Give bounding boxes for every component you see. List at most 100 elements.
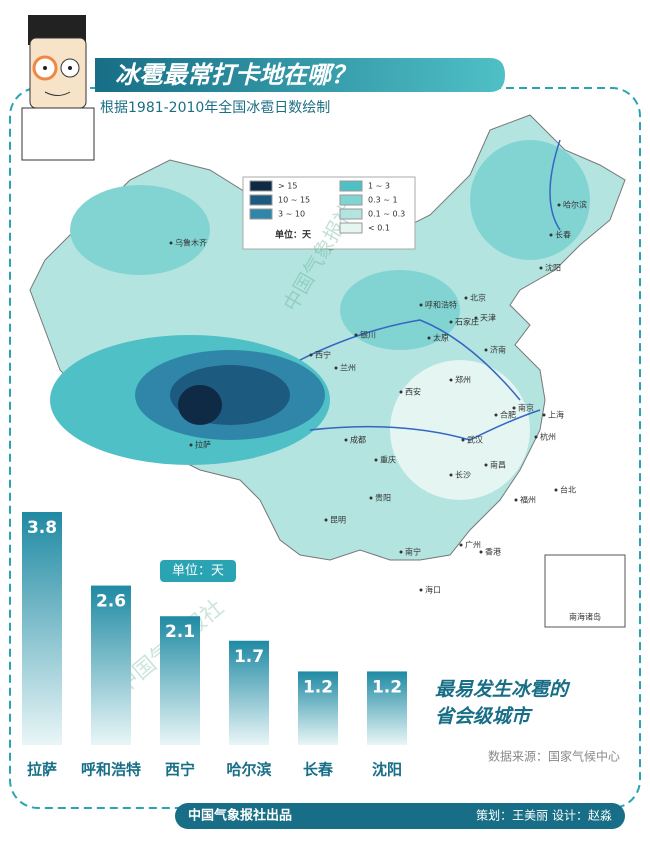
value-label: 3.8 (27, 518, 57, 538)
city-dot (334, 366, 338, 370)
source: 数据来源：国家气候中心 (488, 749, 620, 764)
value-label: 1.7 (234, 647, 264, 667)
hail-zone (390, 360, 530, 500)
x-tick-label: 沈阳 (372, 761, 402, 779)
city-dot (419, 303, 423, 307)
city-dot (354, 333, 358, 337)
inset (544, 554, 626, 628)
city-dot (427, 336, 431, 340)
legend-swatch (339, 194, 363, 206)
inset-label: 南海诸岛 (569, 612, 601, 622)
city-dot (479, 550, 483, 554)
city-label: 合肥 (500, 410, 516, 420)
city-label: 天津 (480, 313, 496, 323)
city-label: 南宁 (405, 547, 421, 557)
hail-zone (178, 385, 222, 425)
hail-zone (70, 185, 210, 275)
chart-title: 省会级城市 (435, 706, 533, 728)
city-label: 拉萨 (195, 440, 211, 450)
bar (91, 585, 131, 745)
city-dot (419, 588, 423, 592)
city-dot (169, 241, 173, 245)
city-dot (557, 203, 561, 207)
legend-swatch (339, 208, 363, 220)
city-dot (324, 518, 328, 522)
city-label: 银川 (360, 330, 376, 340)
city-label: 长沙 (455, 470, 471, 480)
city-dot (189, 443, 193, 447)
city-dot (449, 378, 453, 382)
footer-banner (175, 803, 625, 829)
publisher: 中国气象报社出品 (188, 808, 292, 824)
city-label: 重庆 (380, 455, 396, 465)
x-tick-label: 呼和浩特 (81, 761, 141, 779)
legend-swatch (249, 194, 273, 206)
city-dot (514, 498, 518, 502)
city-label: 西宁 (315, 350, 331, 360)
city-label: 上海 (548, 410, 564, 420)
city-label: 香港 (485, 547, 501, 557)
title: 冰雹最常打卡地在哪？ (115, 61, 355, 89)
city-dot (309, 353, 313, 357)
city-dot (539, 266, 543, 270)
city-dot (484, 463, 488, 467)
city-dot (449, 320, 453, 324)
subtitle: 根据1981-2010年全国冰雹日数绘制 (100, 99, 330, 116)
chart-title: 最易发生冰雹的 (435, 679, 571, 701)
x-tick-label: 长春 (303, 761, 333, 779)
city-dot (484, 348, 488, 352)
x-tick-label: 西宁 (165, 761, 195, 779)
city-label: 南昌 (490, 460, 506, 470)
legend-label: 0.3 ~ 1 (368, 196, 398, 205)
city-label: 武汉 (467, 435, 483, 445)
city-label: 台北 (560, 485, 576, 495)
legend-swatch (339, 222, 363, 234)
city-label: 广州 (465, 540, 481, 550)
city-dot (494, 413, 498, 417)
legend-label: 3 ~ 10 (278, 210, 305, 219)
city-label: 南京 (518, 403, 534, 413)
city-label: 乌鲁木齐 (175, 238, 207, 248)
city-label: 长春 (555, 230, 571, 240)
river (299, 139, 561, 441)
city-label: 太原 (433, 333, 449, 343)
city-dot (399, 550, 403, 554)
city-dot (542, 413, 546, 417)
city-dot (461, 438, 465, 442)
city-dot (512, 406, 516, 410)
city-label: 呼和浩特 (425, 300, 457, 310)
bar (160, 616, 200, 745)
city-dot (549, 233, 553, 237)
city-label: 西安 (405, 387, 421, 397)
city-dot (344, 438, 348, 442)
city-label: 昆明 (330, 516, 346, 525)
legend-label: < 0.1 (368, 224, 390, 233)
city-label: 海口 (425, 585, 441, 595)
city-label: 石家庄 (455, 317, 479, 327)
x-tick-label: 哈尔滨 (226, 761, 271, 779)
legend-swatch (249, 208, 273, 220)
unit-label: 单位：天 (172, 564, 224, 579)
legend-swatch (249, 180, 273, 192)
city-dot (399, 390, 403, 394)
x-tick-label: 拉萨 (27, 761, 57, 779)
city-dot (449, 473, 453, 477)
city-label: 哈尔滨 (563, 200, 587, 210)
legend-label: 1 ~ 3 (368, 182, 390, 191)
legend-unit: 单位：天 (275, 229, 312, 241)
city-dot (554, 488, 558, 492)
legend-label: 0.1 ~ 0.3 (368, 210, 405, 219)
unit-tag (160, 560, 236, 582)
city-dot (459, 543, 463, 547)
credits: 策划：王美丽 设计：赵淼 (476, 808, 612, 823)
legend-swatch (339, 180, 363, 192)
city-dot (464, 296, 468, 300)
value-label: 2.1 (165, 622, 195, 642)
city-label: 贵阳 (375, 493, 391, 503)
legend-label: 10 ~ 15 (278, 196, 310, 205)
city-label: 济南 (490, 345, 506, 355)
value-label: 2.6 (96, 592, 126, 612)
bar (367, 671, 407, 745)
